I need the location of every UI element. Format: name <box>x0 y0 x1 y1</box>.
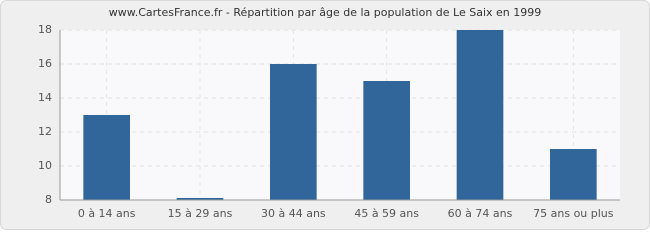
bar <box>83 115 130 200</box>
x-tick-label: 45 à 59 ans <box>354 207 419 220</box>
y-tick-label: 8 <box>45 193 52 206</box>
x-tick-label: 60 à 74 ans <box>448 207 513 220</box>
x-tick-label: 15 à 29 ans <box>168 207 233 220</box>
y-tick-label: 18 <box>38 23 52 36</box>
x-tick-label: 30 à 44 ans <box>261 207 326 220</box>
chart-title: www.CartesFrance.fr - Répartition par âg… <box>109 6 542 19</box>
x-tick-label: 75 ans ou plus <box>533 207 614 220</box>
bar <box>176 198 224 200</box>
bar <box>270 64 317 200</box>
plot-area <box>60 30 620 200</box>
y-tick-label: 10 <box>38 159 52 172</box>
page: {"chart_data": {"type": "bar", "title": … <box>0 0 650 230</box>
chart: www.CartesFrance.fr - Répartition par âg… <box>0 0 650 230</box>
x-tick-label: 0 à 14 ans <box>78 207 136 220</box>
bar <box>550 149 597 200</box>
y-tick-label: 16 <box>38 57 52 70</box>
bar <box>363 81 410 200</box>
y-tick-label: 12 <box>38 125 52 138</box>
y-tick-label: 14 <box>38 91 52 104</box>
bar <box>456 30 504 200</box>
